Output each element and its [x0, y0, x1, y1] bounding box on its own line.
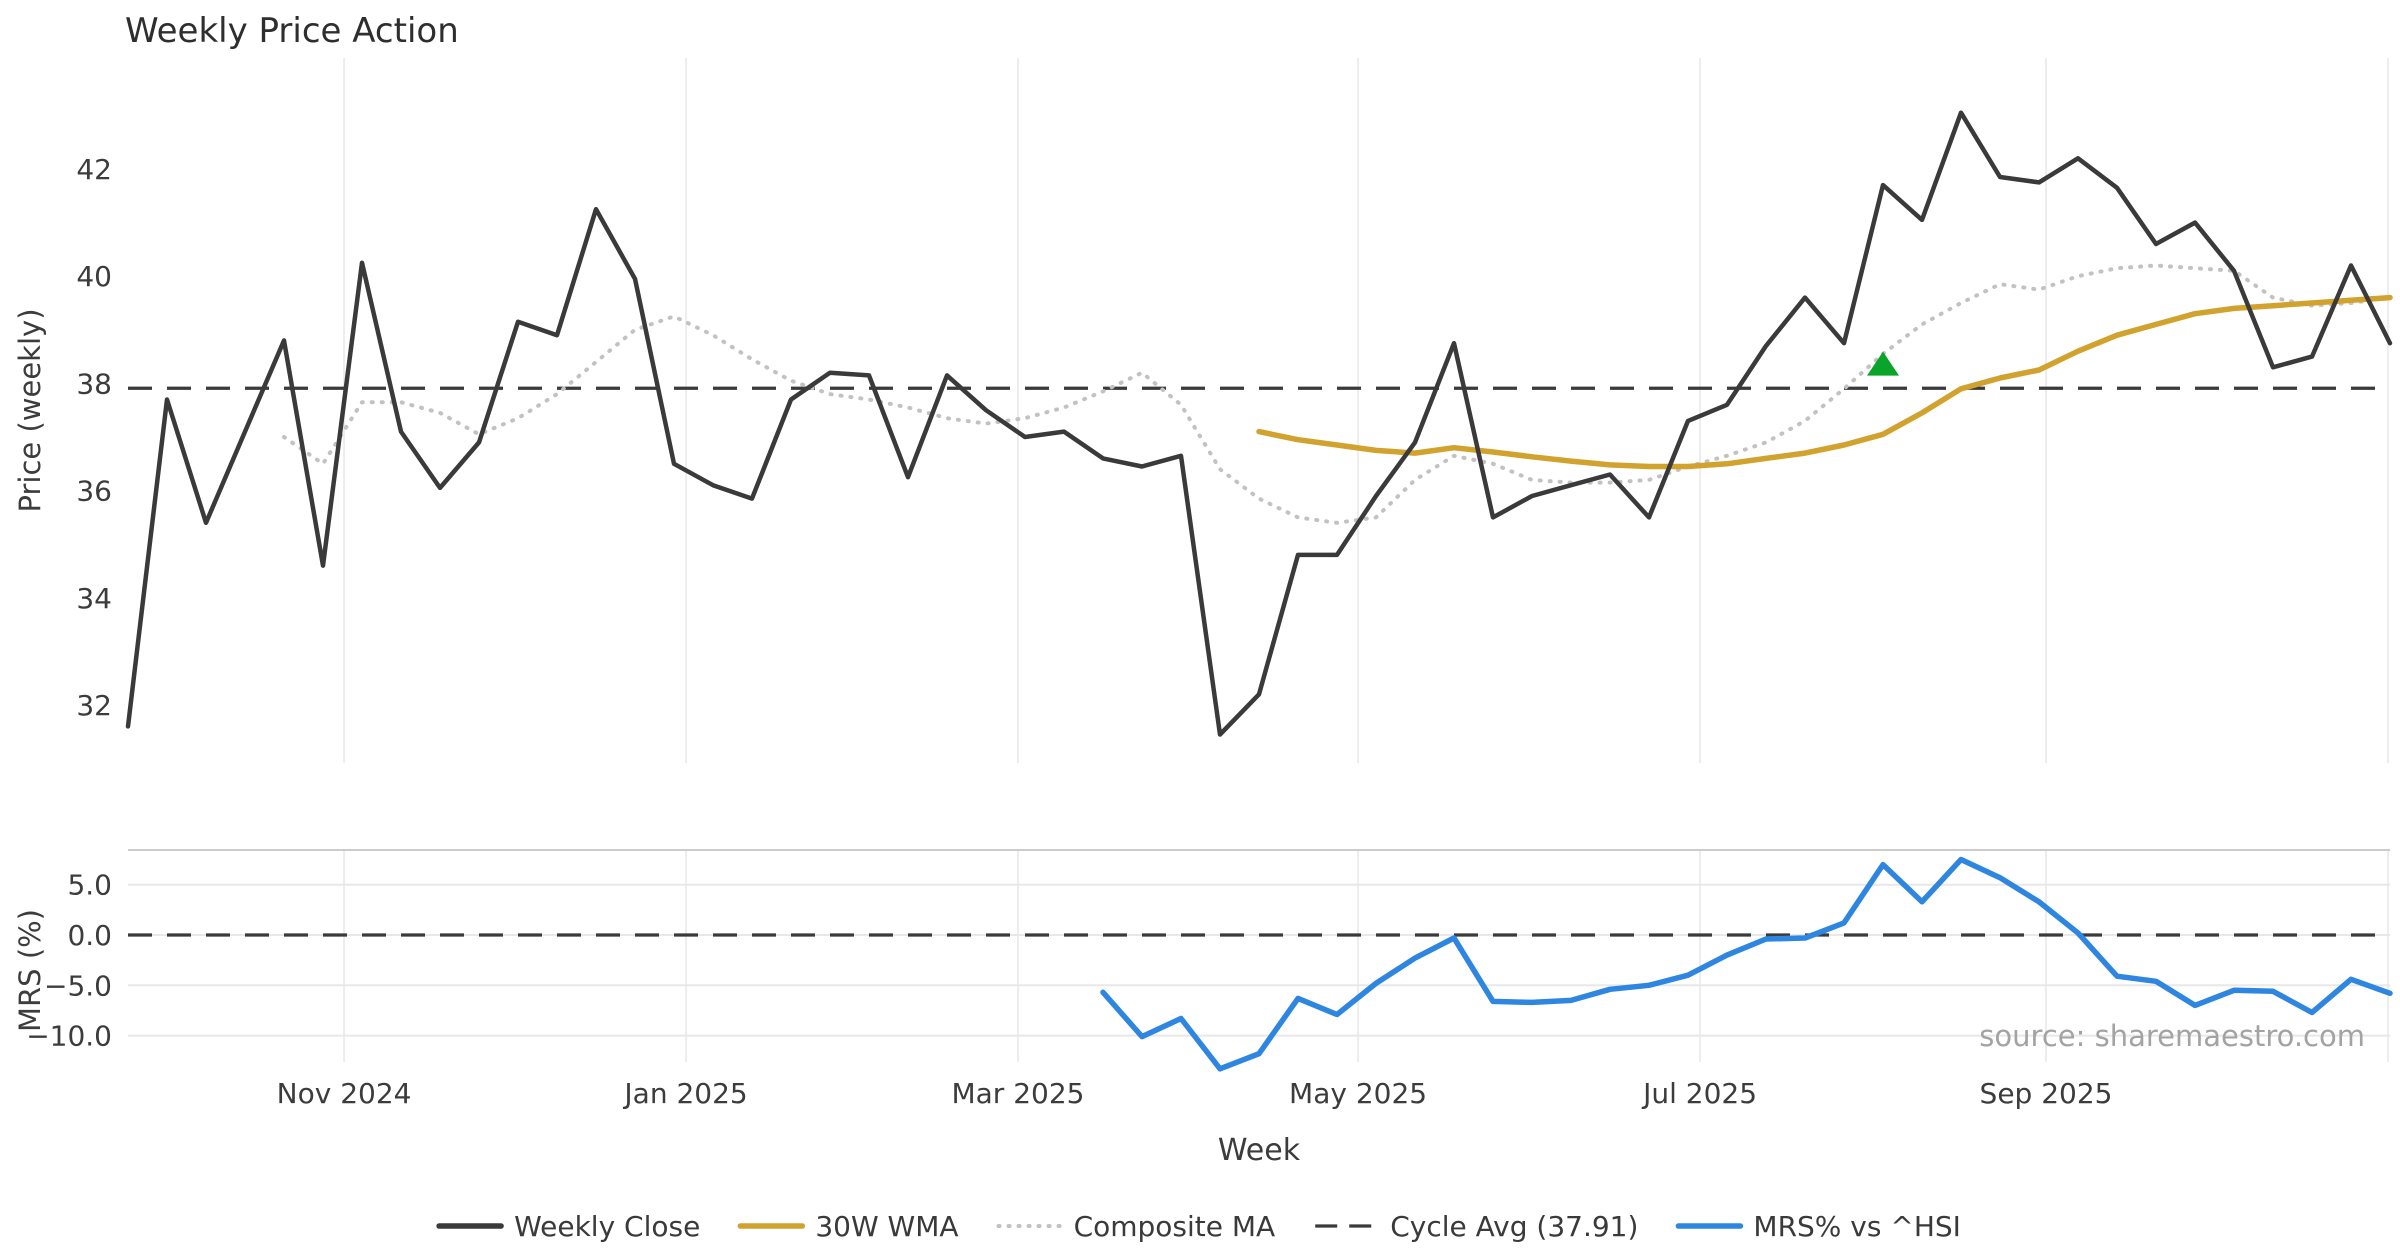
mrs-ytick-label: −10.0 — [26, 1020, 112, 1053]
legend-label: MRS% vs ^HSI — [1753, 1210, 1961, 1243]
mrs-ytick-label: −5.0 — [44, 969, 112, 1002]
chart-title: Weekly Price Action — [125, 11, 459, 51]
x-tick-label: May 2025 — [1289, 1077, 1427, 1110]
week-axis-label: Week — [1218, 1133, 1301, 1168]
source-note: source: sharemaestro.com — [1979, 1019, 2365, 1053]
weekly-close-line — [125, 110, 2393, 737]
price-ytick-label: 40 — [76, 260, 112, 293]
price-ytick-label: 34 — [76, 582, 112, 615]
legend: Weekly Close 30W WMA Composite MA Cycle Avg… — [436, 1210, 1961, 1243]
mrs-ytick-label: 5.0 — [67, 869, 112, 902]
legend-label: Cycle Avg (37.91) — [1390, 1210, 1638, 1243]
price-axis-label: Price (weekly) — [13, 308, 47, 512]
price-ytick-label: 32 — [76, 689, 112, 722]
legend-item-weekly-close: Weekly Close — [436, 1210, 700, 1243]
x-tick-label: Nov 2024 — [277, 1077, 412, 1110]
legend-item-composite-ma: Composite MA — [996, 1210, 1276, 1243]
mrs-ytick-label: 0.0 — [67, 919, 112, 952]
price-ytick-label: 42 — [76, 153, 112, 186]
x-tick-label: Sep 2025 — [1980, 1077, 2113, 1110]
legend-label: Weekly Close — [514, 1210, 700, 1243]
x-tick-label: Jan 2025 — [622, 1077, 747, 1110]
legend-label: 30W WMA — [815, 1210, 958, 1243]
mrs-axis-label: MRS (%) — [13, 909, 47, 1032]
legend-item-cycle-avg-37-91-: Cycle Avg (37.91) — [1315, 1210, 1638, 1243]
x-tick-label: Mar 2025 — [951, 1077, 1084, 1110]
legend-item-30w-wma: 30W WMA — [737, 1210, 959, 1243]
legend-item-mrs-vs-hsi: MRS% vs ^HSI — [1675, 1210, 1961, 1243]
mrs-line — [1100, 856, 2393, 1072]
buy-signal-triangle — [1867, 351, 1899, 376]
price-ytick-label: 38 — [76, 367, 112, 400]
composite-ma-line — [282, 263, 2392, 525]
wma-30w-line — [1256, 294, 2393, 470]
x-tick-label: Jul 2025 — [1641, 1077, 1757, 1110]
legend-label: Composite MA — [1074, 1210, 1276, 1243]
price-ytick-label: 36 — [76, 475, 112, 508]
